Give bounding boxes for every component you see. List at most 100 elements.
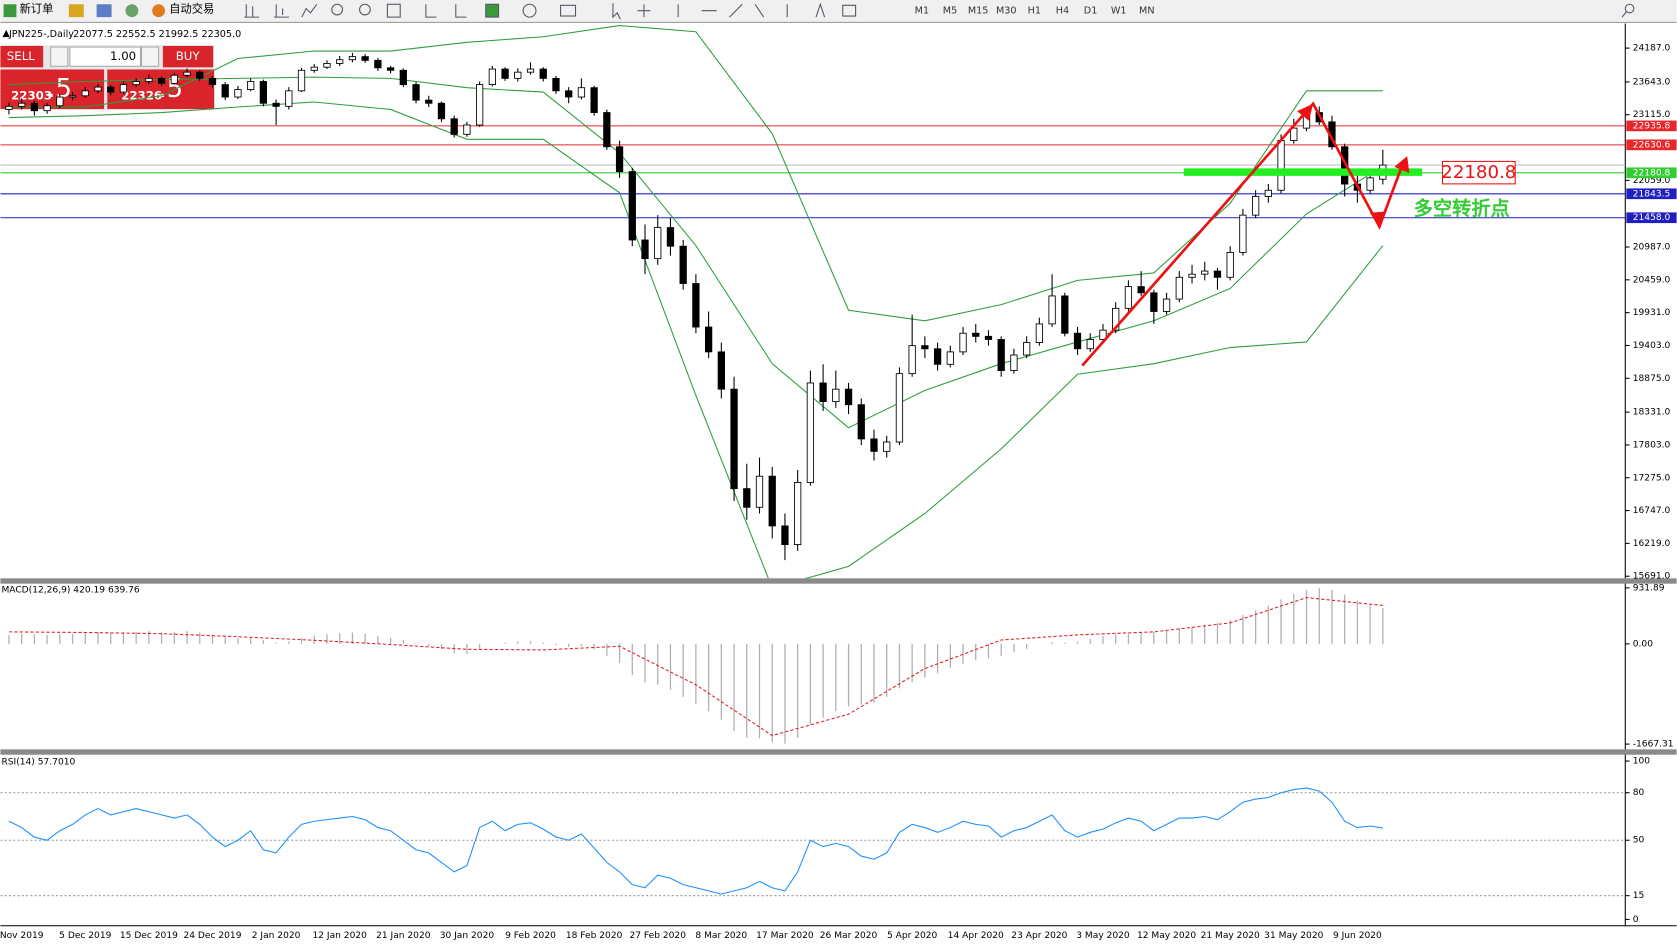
y-tick-label: 0.00 <box>1633 639 1653 649</box>
candle-body <box>1188 273 1196 278</box>
candle-body <box>781 525 789 546</box>
candle-body <box>336 59 344 64</box>
level-label: 22180.8 <box>1633 168 1671 178</box>
x-tick-label: 23 Apr 2020 <box>1011 931 1067 941</box>
auto-trading-button[interactable]: 自动交易 <box>169 2 214 16</box>
icon[interactable] <box>125 4 139 18</box>
candle-body <box>1086 339 1094 350</box>
candle-body <box>157 77 166 84</box>
timeframe-button[interactable]: M5 <box>943 6 957 17</box>
level-tag <box>1626 167 1677 179</box>
icon[interactable] <box>274 4 290 18</box>
icon[interactable] <box>425 4 467 18</box>
candle-body <box>552 77 560 92</box>
trend-arrow <box>1081 101 1406 367</box>
icon[interactable] <box>560 4 577 17</box>
icon[interactable] <box>386 3 401 18</box>
candle-body <box>285 90 293 107</box>
timeframe-button[interactable]: W1 <box>1111 6 1127 17</box>
price-plot <box>0 25 1626 579</box>
level-annotation: 22180.8 <box>1441 162 1516 183</box>
timeframe-button[interactable]: D1 <box>1084 6 1098 17</box>
search-icon[interactable] <box>1624 3 1635 14</box>
icon[interactable] <box>522 3 537 18</box>
level-tag <box>1626 120 1677 132</box>
candle-body <box>844 388 853 406</box>
candle-body <box>450 118 458 135</box>
buy-label[interactable]: BUY <box>176 49 201 63</box>
candle-body <box>933 348 942 365</box>
candle-body <box>234 89 242 98</box>
y-tick-label: 18331.0 <box>1633 408 1671 418</box>
candle-body <box>1137 286 1145 294</box>
new-order-button[interactable]: 新订单 <box>20 2 54 16</box>
x-tick-label: 2 Jan 2020 <box>252 931 301 941</box>
auto-trading-icon[interactable] <box>152 4 166 18</box>
bid-box[interactable] <box>0 69 105 110</box>
candle-body <box>425 99 433 104</box>
lots-value[interactable]: 1.00 <box>110 49 136 63</box>
x-tick-label: 9 Feb 2020 <box>505 931 556 941</box>
level-label: 21843.5 <box>1633 189 1671 199</box>
x-tick-label: 15 Dec 2019 <box>120 931 178 941</box>
bid-main[interactable]: 22303 <box>11 89 52 103</box>
candle-body <box>145 77 153 82</box>
icon[interactable] <box>301 3 318 18</box>
candle-body <box>1264 189 1272 197</box>
y-tick-label: 50 <box>1633 836 1645 846</box>
candle-body <box>870 438 878 452</box>
candle-body <box>768 475 776 527</box>
y-tick-label: -1667.31 <box>1633 740 1674 750</box>
candle-body <box>208 77 217 86</box>
candle-body <box>794 481 802 546</box>
arrow-head <box>1369 211 1385 227</box>
timeframe-button[interactable]: MN <box>1139 6 1154 17</box>
candle-body <box>615 146 624 173</box>
candle-body <box>310 66 318 71</box>
rsi-line <box>8 787 1383 895</box>
candle-body <box>374 59 382 69</box>
lots-up[interactable] <box>140 46 160 67</box>
icon[interactable] <box>96 4 112 18</box>
candle-body <box>18 102 26 107</box>
candle-body <box>170 74 178 84</box>
candle-body <box>641 239 649 260</box>
candle-body <box>514 71 522 79</box>
timeframe-button[interactable]: H1 <box>1028 6 1041 17</box>
y-tick-label: 18875.0 <box>1633 374 1671 384</box>
sell-button[interactable] <box>0 45 44 68</box>
lots-input[interactable] <box>69 46 141 67</box>
candle-body <box>1099 329 1107 340</box>
y-tick-label: 22059.0 <box>1633 176 1671 186</box>
timeframe-button[interactable]: M15 <box>968 6 989 17</box>
icon[interactable] <box>68 4 84 18</box>
timeframe-button[interactable]: M1 <box>915 6 929 17</box>
candle-body <box>412 84 420 101</box>
timeframe-button[interactable]: H4 <box>1056 6 1069 17</box>
lots-down[interactable] <box>50 46 69 67</box>
icon[interactable] <box>485 3 500 18</box>
chart-marker: ▲ <box>3 28 11 39</box>
toolbar-icons <box>244 2 1635 20</box>
candle-body <box>997 339 1005 371</box>
candle-body <box>259 81 268 104</box>
candle-body <box>1035 323 1044 343</box>
icon[interactable] <box>612 2 857 20</box>
ask-main[interactable]: 22326 <box>121 89 162 103</box>
candle-body <box>857 404 865 440</box>
icon[interactable] <box>331 3 344 16</box>
timeframe-button[interactable]: M30 <box>996 6 1017 17</box>
signal-line <box>8 597 1383 737</box>
new-order-icon[interactable] <box>3 4 17 18</box>
buy-button[interactable] <box>162 45 214 68</box>
level-tag <box>1626 139 1677 151</box>
x-tick-label: 3 May 2020 <box>1076 931 1130 941</box>
icon[interactable] <box>359 3 371 16</box>
search-icon[interactable] <box>1621 11 1627 18</box>
icon[interactable] <box>244 4 260 18</box>
candle-body <box>654 227 662 260</box>
candle-body <box>539 68 547 79</box>
trade-panel: SELL 1.00 BUY 22303 .5 22326 .5 <box>0 44 215 111</box>
x-tick-label: 8 Mar 2020 <box>695 931 747 941</box>
sell-label[interactable]: SELL <box>7 49 35 63</box>
